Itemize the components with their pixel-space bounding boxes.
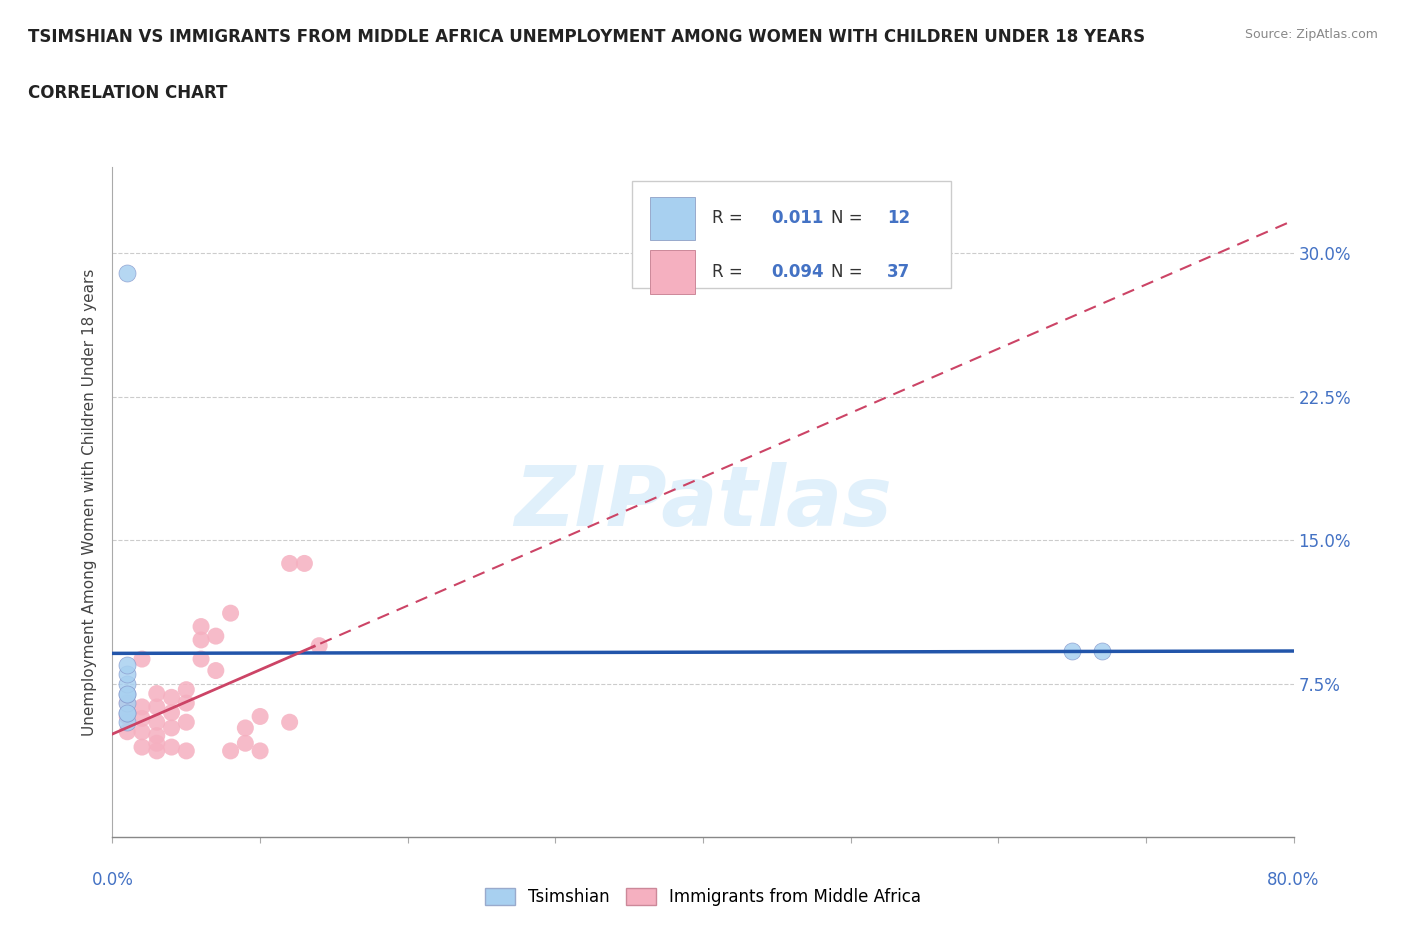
- Text: 37: 37: [887, 263, 911, 281]
- Text: 0.0%: 0.0%: [91, 871, 134, 889]
- Point: [131, 652, 153, 667]
- Point: [117, 686, 138, 701]
- FancyBboxPatch shape: [650, 196, 695, 240]
- Point: [146, 728, 169, 743]
- Text: 0.094: 0.094: [772, 263, 824, 281]
- Text: 12: 12: [887, 209, 910, 227]
- Point: [117, 265, 138, 280]
- Point: [219, 743, 242, 758]
- Point: [249, 709, 271, 724]
- Point: [292, 556, 315, 571]
- Point: [174, 696, 197, 711]
- FancyBboxPatch shape: [650, 250, 695, 294]
- Point: [117, 658, 138, 672]
- Point: [190, 632, 212, 647]
- Text: R =: R =: [713, 263, 748, 281]
- Text: ZIPatlas: ZIPatlas: [515, 461, 891, 543]
- Point: [146, 715, 169, 730]
- Point: [117, 705, 138, 720]
- Point: [117, 709, 138, 724]
- Point: [219, 605, 242, 620]
- Point: [160, 690, 183, 705]
- Point: [117, 696, 138, 711]
- Point: [1062, 644, 1084, 658]
- Point: [278, 715, 301, 730]
- Point: [249, 743, 271, 758]
- Point: [160, 705, 183, 720]
- Point: [117, 676, 138, 691]
- Point: [131, 711, 153, 725]
- Text: N =: N =: [831, 263, 868, 281]
- Point: [174, 683, 197, 698]
- Point: [190, 652, 212, 667]
- Point: [146, 686, 169, 701]
- Text: Source: ZipAtlas.com: Source: ZipAtlas.com: [1244, 28, 1378, 41]
- Point: [117, 696, 138, 711]
- Point: [117, 724, 138, 739]
- Text: TSIMSHIAN VS IMMIGRANTS FROM MIDDLE AFRICA UNEMPLOYMENT AMONG WOMEN WITH CHILDRE: TSIMSHIAN VS IMMIGRANTS FROM MIDDLE AFRI…: [28, 28, 1146, 46]
- Point: [146, 699, 169, 714]
- Text: N =: N =: [831, 209, 868, 227]
- Point: [233, 721, 256, 736]
- Point: [117, 667, 138, 682]
- FancyBboxPatch shape: [633, 180, 950, 288]
- Point: [131, 699, 153, 714]
- Point: [117, 705, 138, 720]
- Point: [190, 619, 212, 634]
- Text: 0.011: 0.011: [772, 209, 824, 227]
- Point: [131, 724, 153, 739]
- Point: [146, 736, 169, 751]
- Text: 80.0%: 80.0%: [1267, 871, 1320, 889]
- Point: [131, 739, 153, 754]
- Legend: Tsimshian, Immigrants from Middle Africa: Tsimshian, Immigrants from Middle Africa: [478, 881, 928, 912]
- Point: [205, 629, 228, 644]
- Point: [160, 721, 183, 736]
- Point: [278, 556, 301, 571]
- Point: [146, 743, 169, 758]
- Point: [174, 743, 197, 758]
- Point: [117, 715, 138, 730]
- Point: [205, 663, 228, 678]
- Point: [1091, 644, 1114, 658]
- Point: [117, 686, 138, 701]
- Point: [174, 715, 197, 730]
- Point: [233, 736, 256, 751]
- Y-axis label: Unemployment Among Women with Children Under 18 years: Unemployment Among Women with Children U…: [82, 269, 97, 736]
- Point: [308, 638, 330, 653]
- Text: R =: R =: [713, 209, 748, 227]
- Point: [160, 739, 183, 754]
- Text: CORRELATION CHART: CORRELATION CHART: [28, 84, 228, 101]
